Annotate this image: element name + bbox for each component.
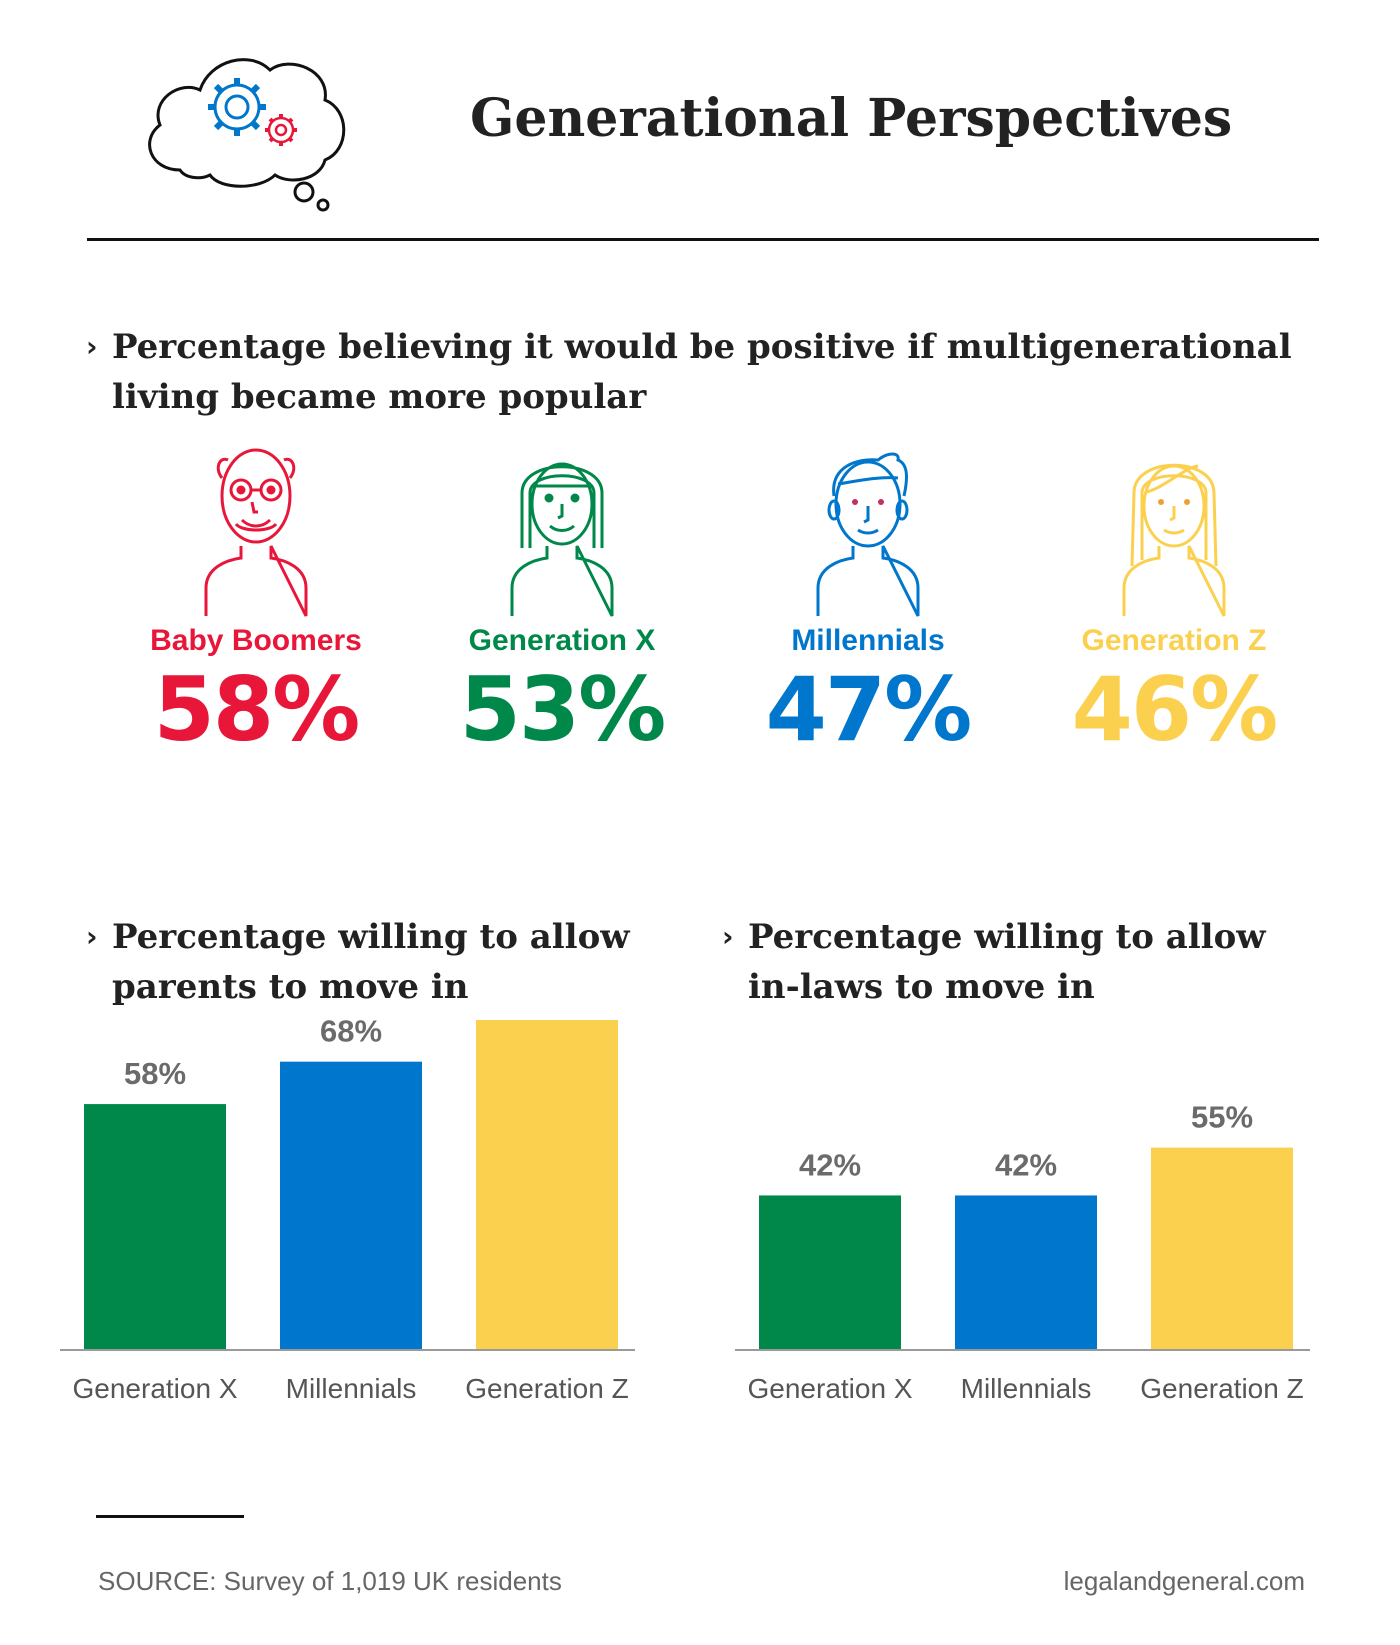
chevron-right-icon: ›	[722, 920, 734, 953]
thought-cloud-gears-icon	[148, 58, 346, 212]
generation-name: Generation Z	[1081, 624, 1267, 657]
x-axis-tick-label: Millennials	[961, 1373, 1092, 1404]
bar-generation-x	[759, 1195, 901, 1350]
generation-percentage: 46%	[1071, 658, 1279, 761]
parents-move-in-chart: 58%Generation X68%Millennials80%Generati…	[60, 1020, 635, 1404]
section1-heading-line: living became more popular	[112, 377, 647, 417]
generation-stat: Baby Boomers 58%	[126, 448, 386, 760]
generation-percentage: 47%	[765, 658, 973, 761]
section3-heading: › Percentage willing to allow in-laws to…	[722, 912, 1266, 1012]
baby-boomer-person-icon	[204, 448, 308, 617]
page-title: Generational Perspectives	[470, 88, 1233, 149]
section3-heading-line: in-laws to move in	[748, 967, 1095, 1007]
generation-name: Millennials	[791, 624, 945, 657]
bar-value-label: 68%	[320, 1020, 382, 1049]
generation-percentage: 53%	[459, 658, 667, 761]
section1-heading: › Percentage believing it would be posit…	[86, 322, 1292, 422]
chevron-right-icon: ›	[86, 920, 98, 953]
section2-heading-line: parents to move in	[112, 967, 469, 1007]
source-note: SOURCE: Survey of 1,019 UK residents	[98, 1566, 562, 1596]
section1-heading-line: Percentage believing it would be positiv…	[112, 327, 1292, 367]
generation-percentage: 58%	[153, 658, 361, 761]
bar-millennials	[280, 1061, 422, 1350]
bar-value-label: 42%	[995, 1147, 1057, 1182]
bar-millennials	[955, 1195, 1097, 1350]
x-axis-tick-label: Millennials	[286, 1373, 417, 1404]
source-divider	[96, 1515, 244, 1518]
x-axis-tick-label: Generation X	[748, 1373, 913, 1404]
generation-z-person-icon	[1122, 463, 1226, 617]
bar-generation-z	[1151, 1147, 1293, 1350]
generation-stat: Millennials 47%	[738, 448, 998, 760]
generation-name: Generation X	[468, 624, 656, 657]
in-laws-move-in-chart: 42% Generation X 42% Millennials 55% Generati…	[735, 1100, 1310, 1404]
section3-heading-line: Percentage willing to allow	[748, 917, 1266, 957]
bar-generation-x	[84, 1104, 226, 1350]
site-link[interactable]: legalandgeneral.com	[1063, 1566, 1305, 1596]
generation-stat: Generation Z 46%	[1044, 448, 1304, 760]
generation-stat: Generation X 53%	[432, 448, 692, 760]
x-axis-tick-label: Generation Z	[465, 1373, 628, 1404]
section2-heading: › Percentage willing to allow parents to…	[86, 912, 630, 1012]
section2-heading-line: Percentage willing to allow	[112, 917, 630, 957]
generation-name: Baby Boomers	[150, 624, 362, 657]
title-divider	[87, 238, 1319, 241]
chevron-right-icon: ›	[86, 330, 98, 363]
generation-x-person-icon	[510, 462, 614, 617]
bar-generation-z	[476, 1020, 618, 1350]
x-axis-tick-label: Generation Z	[1140, 1373, 1303, 1404]
millennial-person-icon	[816, 452, 920, 617]
x-axis-tick-label: Generation X	[73, 1373, 238, 1404]
bar-value-label: 58%	[124, 1056, 186, 1091]
bar-value-label: 55%	[1191, 1100, 1253, 1135]
bar-value-label: 42%	[799, 1147, 861, 1182]
